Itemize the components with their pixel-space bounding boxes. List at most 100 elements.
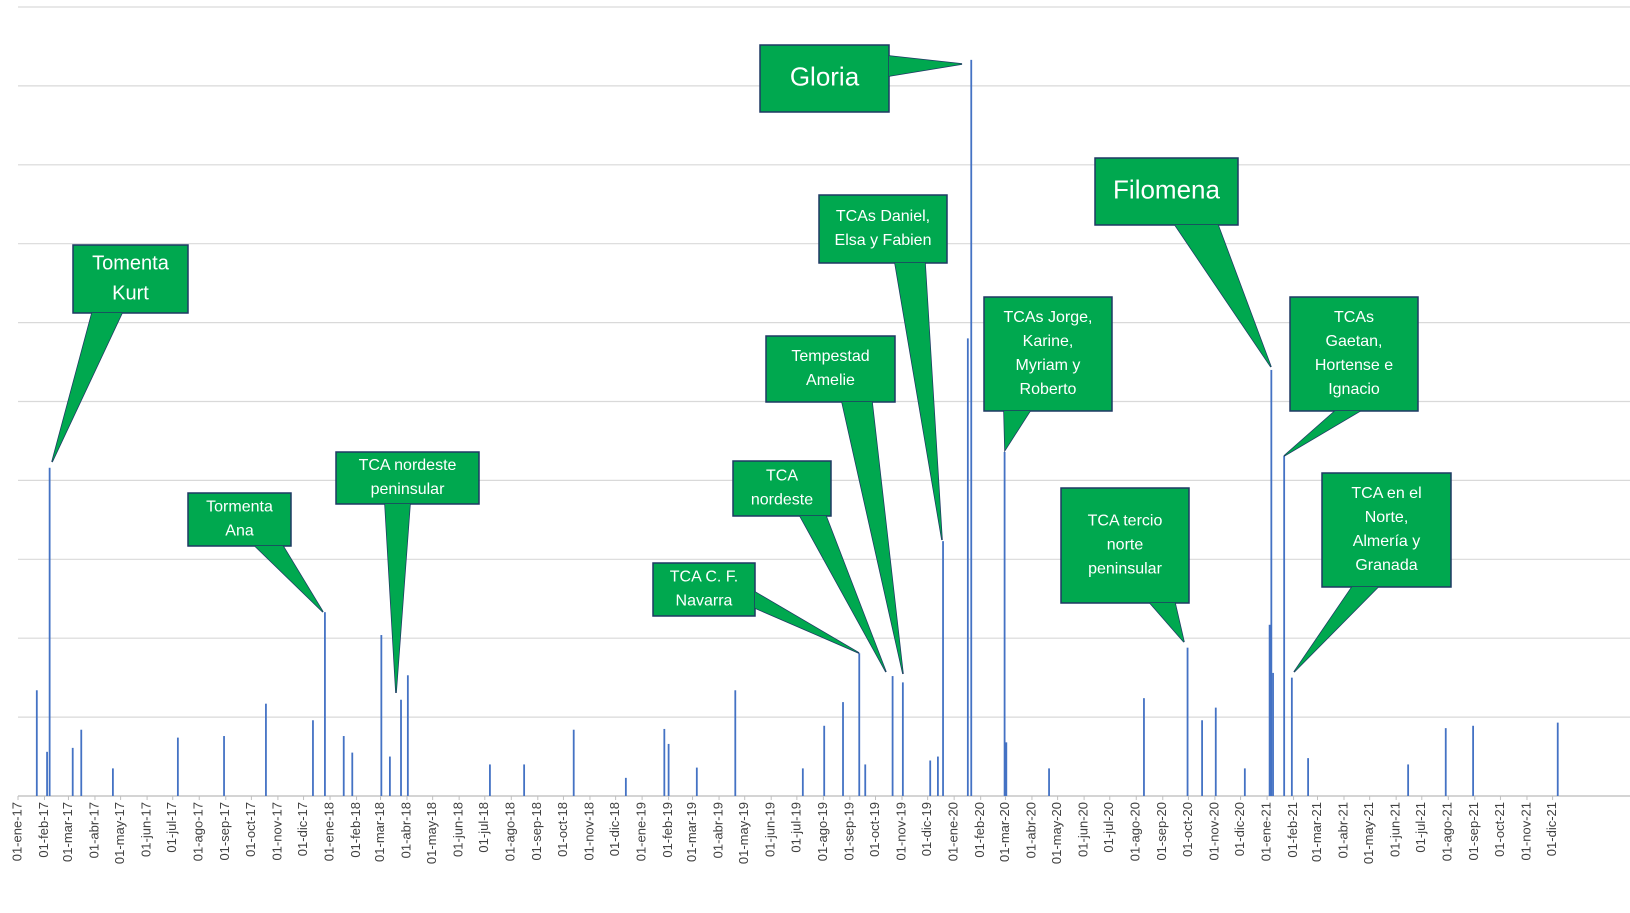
callout-text: Ana	[225, 523, 254, 540]
x-tick-label: 01-ago-17	[191, 802, 206, 861]
bar	[970, 59, 973, 797]
x-tick-label: 01-abr-18	[398, 802, 413, 858]
callout-pointer-fill	[755, 592, 859, 653]
callout: Tempestad Amelie	[765, 335, 904, 675]
callout-text: nordeste	[751, 492, 813, 509]
x-tick-label: 01-may-17	[112, 802, 127, 864]
x-tick-label: 01-may-19	[736, 802, 751, 864]
bar	[71, 747, 74, 796]
callout-box	[72, 244, 189, 314]
bar	[1268, 624, 1271, 796]
callout-pointer-fill	[52, 313, 122, 462]
bar	[48, 467, 51, 796]
callout: Filomena	[1094, 157, 1272, 368]
bar	[1143, 698, 1145, 796]
x-tick-label: 01-jun-18	[451, 802, 466, 857]
bar	[624, 777, 627, 796]
bar	[342, 736, 345, 796]
x-tick-label: 01-jun-17	[139, 802, 154, 857]
bar	[1243, 768, 1246, 796]
callout-box	[1289, 296, 1419, 412]
bar	[858, 653, 861, 796]
x-tick-label: 01-ene-17	[9, 802, 24, 861]
callout-pointer-fill	[1004, 411, 1030, 450]
callout-pointer-fill	[842, 402, 903, 674]
bar	[46, 751, 48, 796]
x-tick-label: 01-nov-17	[269, 802, 284, 861]
callout-text: Almería y	[1353, 533, 1421, 550]
callout-pointer-fill	[255, 546, 323, 612]
callout-text: Myriam y	[1016, 357, 1081, 374]
x-tick-label: 01-sep-18	[529, 802, 544, 861]
x-tick-label: 01-sep-21	[1466, 802, 1481, 861]
bar	[1407, 764, 1410, 796]
x-tick-label: 01-sep-17	[217, 802, 232, 861]
callout-text: TCA tercio	[1088, 513, 1163, 530]
x-tick-label: 01-jun-20	[1076, 802, 1091, 857]
callout-pointer-fill	[895, 263, 942, 540]
bar	[1290, 677, 1293, 796]
bar	[400, 699, 402, 796]
callout-text: Kurt	[112, 282, 149, 304]
callout-text: Gloria	[790, 61, 860, 91]
callout: TCA tercio norte peninsular	[1060, 487, 1190, 643]
callout-text: Navarra	[676, 593, 733, 610]
x-tick-label: 01-dic-20	[1232, 802, 1247, 856]
bar	[176, 737, 179, 796]
bar	[1214, 707, 1217, 796]
bar	[1186, 647, 1189, 796]
x-tick-label: 01-may-18	[424, 802, 439, 864]
bar	[1283, 455, 1286, 796]
bar	[667, 743, 670, 796]
bar	[891, 676, 894, 796]
callout-text: TCAs Jorge,	[1004, 309, 1093, 326]
callout-pointer-fill	[1284, 411, 1360, 456]
bar	[324, 612, 326, 796]
callout: TCA C. F. Navarra	[652, 562, 860, 654]
x-tick-label: 01-ago-19	[815, 802, 830, 861]
callout-text: Granada	[1355, 557, 1417, 574]
callout-box	[652, 562, 756, 617]
bar	[1556, 722, 1559, 796]
x-tick-label: 01-nov-18	[581, 802, 596, 861]
bar	[523, 764, 526, 796]
bar	[1048, 768, 1050, 796]
x-tick-label: 01-ene-19	[634, 802, 649, 861]
bar	[1444, 728, 1447, 796]
callout: TCAs Jorge, Karine, Myriam y Roberto	[983, 296, 1113, 453]
bar	[901, 682, 904, 796]
bar	[312, 720, 314, 796]
x-tick-label: 01-dic-19	[919, 802, 934, 856]
x-tick-label: 01-ago-20	[1128, 802, 1143, 861]
callout-box	[732, 460, 832, 517]
bar	[380, 635, 383, 796]
bar	[265, 703, 267, 796]
x-tick-label: 01-nov-21	[1518, 802, 1533, 861]
callout-box	[187, 492, 292, 547]
x-tick-label: 01-mar-17	[60, 802, 75, 862]
callout: TCAs Gaetan, Hortense e Ignacio	[1283, 296, 1419, 457]
x-tick-label: 01-may-20	[1049, 802, 1064, 864]
callout-pointer-fill	[800, 516, 886, 672]
x-tick-label: 01-jun-21	[1388, 802, 1403, 857]
bar	[1005, 742, 1008, 796]
x-tick-label: 01-ene-21	[1258, 802, 1273, 861]
bar	[1270, 369, 1273, 796]
callout-text: Hortense e	[1315, 357, 1393, 374]
x-tick-label: 01-mar-18	[372, 802, 387, 862]
callout-box	[818, 194, 948, 264]
bar	[388, 756, 391, 796]
callout: TCAs Daniel, Elsa y Fabien	[818, 194, 948, 541]
bar	[351, 752, 354, 796]
x-tick-label: 01-dic-18	[607, 802, 622, 856]
bar	[1472, 725, 1475, 796]
x-tick-label: 01-oct-18	[555, 802, 570, 857]
x-tick-label: 01-abr-19	[710, 802, 725, 858]
x-tick-label: 01-abr-17	[86, 802, 101, 858]
callout-text: TCA nordeste	[359, 457, 457, 474]
callout-pointer-fill	[1294, 587, 1378, 672]
callout-box	[765, 335, 896, 403]
x-tick-label: 01-oct-20	[1180, 802, 1195, 857]
x-tick-label: 01-feb-17	[36, 802, 51, 858]
callout-text: Tomenta	[92, 252, 170, 274]
